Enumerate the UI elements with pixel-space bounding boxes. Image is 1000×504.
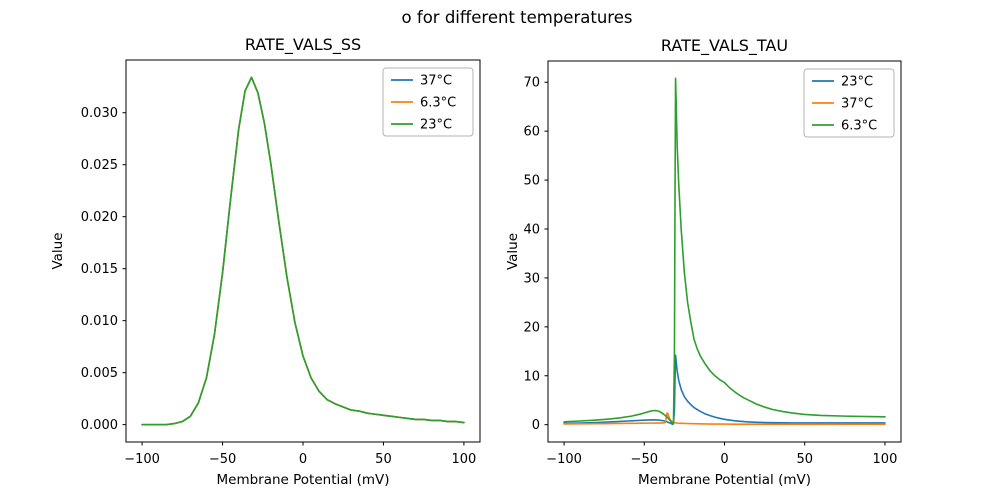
y-tick-label: 0.010 xyxy=(81,314,118,329)
legend-rate-vals-ss: 37°C 6.3°C 23°C xyxy=(382,67,474,137)
legend-label: 6.3°C xyxy=(841,119,877,134)
y-tick-label: 30 xyxy=(523,271,540,286)
y-axis-label: Value xyxy=(50,232,66,269)
x-tick-label: −50 xyxy=(631,452,658,467)
subplot-rate-vals-tau: RATE_VALS_TAU −100 −50 0 50 100 0 10 20 30 40 50 60 7… xyxy=(505,36,902,488)
series-line-37C-rate-vals-tau xyxy=(563,412,886,425)
subplots-group: RATE_VALS_SS−100 −50 0 50 1000.0000.0050.010… xyxy=(50,35,902,488)
y-tick-label: 0.005 xyxy=(81,366,118,381)
x-tick-label: −100 xyxy=(546,452,582,467)
series-line-23C-rate-vals-tau xyxy=(563,354,886,426)
legend-label: 23°C xyxy=(841,75,873,90)
y-tick-label: 70 xyxy=(523,76,540,91)
y-tick-label: 0.030 xyxy=(81,106,118,121)
subplot-rate-vals-ss: RATE_VALS_SS −100 −50 0 50 100 0.000 0.005 0.010… xyxy=(50,35,481,488)
legend-label: 37°C xyxy=(841,97,873,112)
x-tick-label: 50 xyxy=(796,452,813,467)
y-tick-label: 0 xyxy=(532,418,540,433)
legend-label: 37°C xyxy=(420,74,452,89)
y-tick-label: 0.015 xyxy=(81,262,118,277)
subplot-title: RATE_VALS_SS xyxy=(245,35,361,55)
x-tick-label: 100 xyxy=(873,452,898,467)
y-tick-label: 50 xyxy=(523,174,540,189)
y-tick-label: 0.020 xyxy=(81,210,118,225)
x-tick-label: 0 xyxy=(299,452,307,467)
series-line-23C-rate-vals-ss xyxy=(141,76,465,426)
x-tick-label: −50 xyxy=(209,452,236,467)
legend-label: 6.3°C xyxy=(420,96,456,111)
y-tick-label: 0.025 xyxy=(81,158,118,173)
figure-title: o for different temperatures xyxy=(402,8,633,27)
legend-label: 23°C xyxy=(420,118,452,133)
y-tick-label: 60 xyxy=(523,125,540,140)
x-axis-label: Membrane Potential (mV) xyxy=(216,472,389,488)
y-tick-label: 10 xyxy=(523,369,540,384)
y-axis-label: Value xyxy=(505,233,521,270)
subplot-title: RATE_VALS_TAU xyxy=(661,36,788,56)
y-tick-label: 40 xyxy=(523,222,540,237)
x-tick-label: 50 xyxy=(375,452,392,467)
x-tick-label: −100 xyxy=(124,452,160,467)
x-axis-label: Membrane Potential (mV) xyxy=(638,472,811,488)
legend-box xyxy=(803,68,895,138)
y-tick-label: 20 xyxy=(523,320,540,335)
x-tick-label: 0 xyxy=(720,452,728,467)
y-tick-label: 0.000 xyxy=(81,418,118,433)
legend-rate-vals-tau: 23°C 37°C 6.3°C xyxy=(803,68,895,138)
series-line-6.3C-rate-vals-tau xyxy=(563,77,886,425)
legend-box xyxy=(382,67,474,137)
x-tick-label: 100 xyxy=(451,452,476,467)
